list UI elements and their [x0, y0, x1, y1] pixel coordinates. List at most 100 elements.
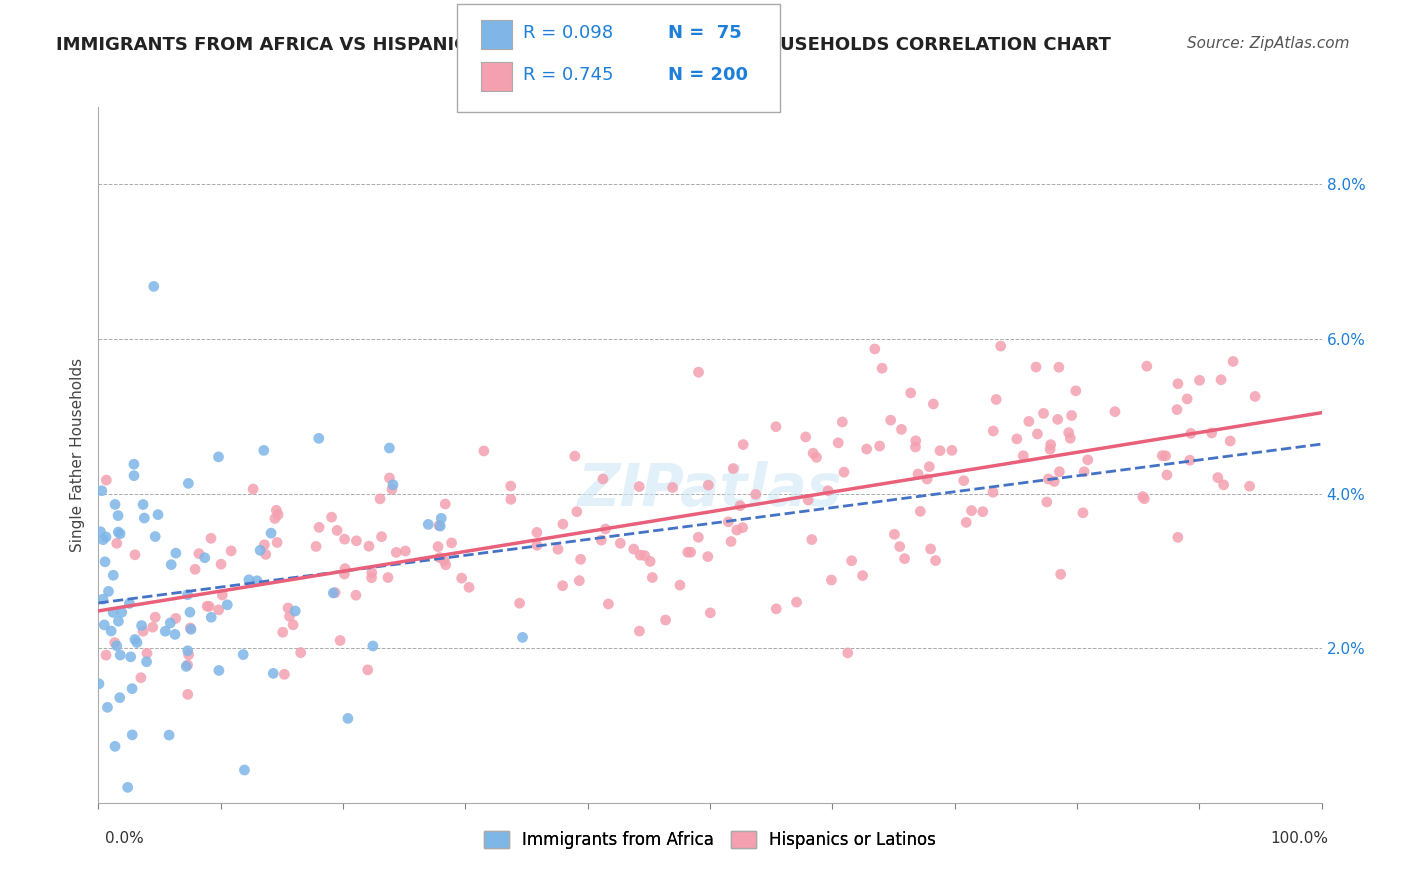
- Point: [1064, 384, 1087, 398]
- Point: [981, 485, 1004, 500]
- Point: [924, 553, 946, 567]
- Point: [429, 550, 451, 565]
- Point: [1039, 437, 1062, 451]
- Point: [551, 517, 574, 532]
- Point: [176, 657, 198, 672]
- Point: [233, 763, 256, 777]
- Point: [1156, 467, 1178, 482]
- Point: [322, 586, 344, 600]
- Point: [104, 498, 127, 512]
- Legend: Immigrants from Africa, Hispanics or Latinos: Immigrants from Africa, Hispanics or Lat…: [475, 822, 945, 857]
- Point: [837, 646, 859, 660]
- Point: [765, 602, 787, 616]
- Point: [427, 518, 450, 533]
- Point: [177, 476, 200, 491]
- Point: [308, 431, 330, 445]
- Point: [96, 473, 118, 487]
- Point: [855, 442, 877, 456]
- Point: [1178, 453, 1201, 467]
- Point: [806, 450, 828, 465]
- Point: [104, 635, 127, 649]
- Point: [801, 446, 824, 460]
- Point: [108, 526, 131, 541]
- Point: [869, 439, 891, 453]
- Point: [725, 523, 748, 537]
- Point: [357, 663, 380, 677]
- Point: [1071, 506, 1094, 520]
- Point: [94, 555, 117, 569]
- Point: [1136, 359, 1159, 374]
- Point: [105, 536, 128, 550]
- Point: [120, 649, 142, 664]
- Point: [1206, 470, 1229, 484]
- Point: [595, 522, 617, 536]
- Point: [321, 510, 343, 524]
- Point: [904, 434, 927, 448]
- Point: [177, 648, 200, 662]
- Point: [91, 533, 114, 547]
- Point: [1152, 449, 1174, 463]
- Point: [728, 499, 751, 513]
- Point: [146, 508, 169, 522]
- Point: [1043, 475, 1066, 489]
- Point: [155, 624, 177, 639]
- Point: [264, 511, 287, 525]
- Point: [1222, 354, 1244, 368]
- Point: [87, 677, 110, 691]
- Point: [253, 538, 276, 552]
- Point: [101, 606, 124, 620]
- Point: [699, 606, 721, 620]
- Point: [104, 739, 127, 754]
- Point: [688, 530, 710, 544]
- Point: [800, 533, 823, 547]
- Point: [217, 598, 239, 612]
- Point: [430, 511, 453, 525]
- Point: [266, 503, 288, 517]
- Point: [941, 443, 963, 458]
- Point: [915, 472, 938, 486]
- Point: [986, 392, 1008, 407]
- Point: [121, 681, 143, 696]
- Point: [1073, 465, 1095, 479]
- Point: [284, 604, 307, 618]
- Point: [721, 461, 744, 475]
- Point: [893, 551, 915, 566]
- Point: [633, 549, 655, 563]
- Point: [180, 623, 202, 637]
- Point: [208, 664, 231, 678]
- Point: [955, 516, 977, 530]
- Point: [96, 700, 118, 714]
- Point: [329, 633, 352, 648]
- Point: [568, 574, 591, 588]
- Point: [679, 545, 702, 559]
- Point: [163, 627, 186, 641]
- Point: [219, 544, 242, 558]
- Point: [526, 525, 548, 540]
- Point: [333, 567, 356, 582]
- Text: Source: ZipAtlas.com: Source: ZipAtlas.com: [1187, 36, 1350, 51]
- Point: [124, 548, 146, 562]
- Point: [870, 361, 893, 376]
- Point: [852, 568, 875, 582]
- Point: [179, 621, 201, 635]
- Point: [107, 524, 129, 539]
- Point: [863, 342, 886, 356]
- Point: [134, 511, 156, 525]
- Point: [669, 578, 692, 592]
- Point: [121, 728, 143, 742]
- Point: [131, 618, 153, 632]
- Point: [246, 574, 269, 588]
- Point: [157, 728, 180, 742]
- Point: [1026, 427, 1049, 442]
- Point: [207, 450, 229, 464]
- Point: [129, 671, 152, 685]
- Point: [378, 471, 401, 485]
- Point: [797, 492, 820, 507]
- Point: [208, 603, 231, 617]
- Point: [174, 659, 197, 673]
- Text: R = 0.098: R = 0.098: [523, 24, 613, 42]
- Point: [551, 579, 574, 593]
- Text: IMMIGRANTS FROM AFRICA VS HISPANIC OR LATINO SINGLE FATHER HOUSEHOLDS CORRELATIO: IMMIGRANTS FROM AFRICA VS HISPANIC OR LA…: [56, 36, 1111, 54]
- Point: [720, 534, 742, 549]
- Point: [125, 635, 148, 649]
